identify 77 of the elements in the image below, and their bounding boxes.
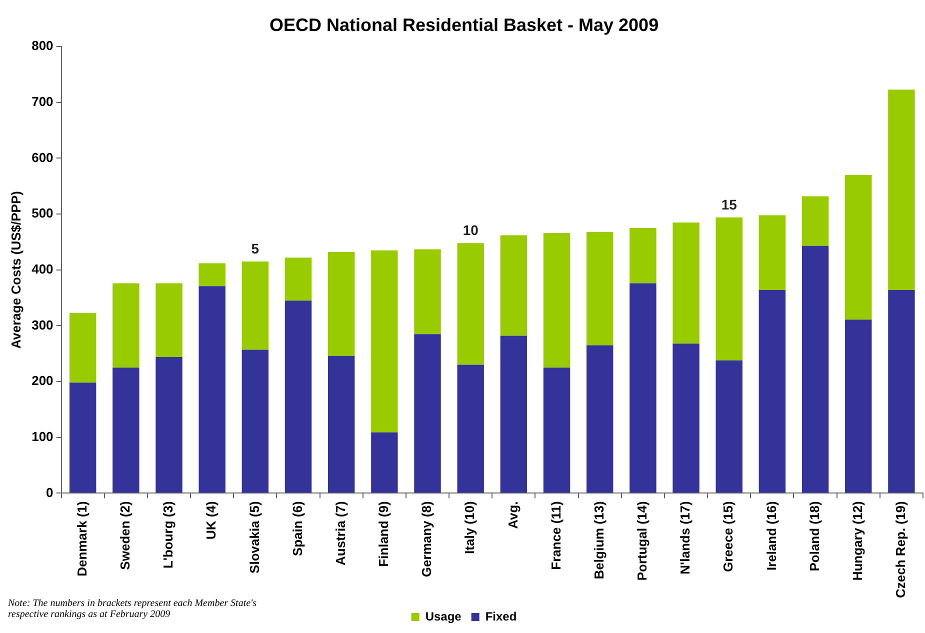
bar <box>371 432 398 493</box>
x-tick-label: UK (4) <box>204 501 219 540</box>
bar <box>716 360 742 493</box>
y-tick-label: 700 <box>32 94 54 110</box>
x-tick-label: Sweden (2) <box>117 501 132 570</box>
bar <box>543 233 570 368</box>
bar <box>414 249 441 334</box>
bar <box>802 196 829 246</box>
x-tick-label: Spain (6) <box>290 501 305 556</box>
bar <box>414 334 441 493</box>
y-tick-label: 200 <box>32 373 54 388</box>
x-tick-label: Poland (18) <box>806 501 822 572</box>
bar <box>69 382 96 493</box>
bar <box>500 336 528 493</box>
annotation: 5 <box>251 240 260 256</box>
bar <box>586 345 614 493</box>
x-tick-label: Germany (8) <box>419 501 434 578</box>
x-tick-label: Portugal (14) <box>634 501 650 581</box>
x-tick-label: Austria (7) <box>332 501 348 566</box>
bar <box>888 290 915 493</box>
bar <box>630 228 656 284</box>
bar <box>328 356 355 493</box>
legend-label: Fixed <box>485 609 517 624</box>
x-tick-label: Belgium (13) <box>591 501 606 580</box>
bar <box>156 283 182 357</box>
bar <box>758 215 786 290</box>
bar <box>500 235 528 336</box>
bar <box>630 283 656 493</box>
bar <box>543 368 570 493</box>
bar <box>845 320 872 493</box>
bar <box>242 350 269 493</box>
y-axis-title: Average Costs (US$/PPP) <box>8 191 24 349</box>
bar <box>156 356 182 493</box>
bar <box>802 246 829 493</box>
annotation: 15 <box>721 196 738 212</box>
y-tick-label: 600 <box>32 150 54 165</box>
x-tick-label: Czech Rep. (19) <box>893 501 908 598</box>
bar <box>845 174 872 320</box>
y-tick-label: 0 <box>46 484 54 500</box>
bar <box>586 232 614 346</box>
bar <box>457 243 484 365</box>
bar <box>69 312 96 383</box>
y-tick-label: 500 <box>32 206 54 221</box>
legend-label: Usage <box>425 609 462 624</box>
x-tick-label: Denmark (1) <box>74 501 90 576</box>
y-tick-label: 100 <box>32 428 54 444</box>
x-tick-label: Avg. <box>505 501 520 529</box>
x-tick-label: Slovakia (5) <box>246 501 262 574</box>
bar <box>284 300 312 493</box>
y-tick-label: 800 <box>32 38 54 54</box>
bar <box>672 344 700 493</box>
x-tick-label: Italy (10) <box>462 501 478 554</box>
x-tick-label: Greece (15) <box>720 501 736 572</box>
y-tick-label: 400 <box>32 261 54 276</box>
x-tick-label: Finland (9) <box>376 501 392 567</box>
text: Note: The numbers in brackets represent each Member State's respective rankings as at February 2009 <box>8 598 258 620</box>
x-tick-label: L'bourg (3) <box>160 501 176 569</box>
bar <box>716 217 742 360</box>
bar <box>457 364 484 493</box>
bar <box>328 252 355 356</box>
bar <box>198 263 226 286</box>
bar <box>112 283 140 368</box>
bar <box>112 368 140 493</box>
x-tick-label: N'lands (17) <box>678 501 693 574</box>
bar <box>198 286 226 493</box>
bar <box>242 262 269 350</box>
bar <box>371 250 398 432</box>
x-tick-label: France (11) <box>548 501 564 570</box>
chart-title: OECD National Residential Basket - May 2009 <box>269 14 659 35</box>
bar <box>888 90 915 290</box>
y-tick-label: 300 <box>32 317 54 332</box>
x-tick-label: Hungary (12) <box>850 501 865 581</box>
x-tick-label: Ireland (16) <box>764 501 779 571</box>
bar <box>284 258 312 301</box>
bar <box>672 222 700 344</box>
bar <box>758 290 786 493</box>
annotation: 10 <box>462 222 479 238</box>
